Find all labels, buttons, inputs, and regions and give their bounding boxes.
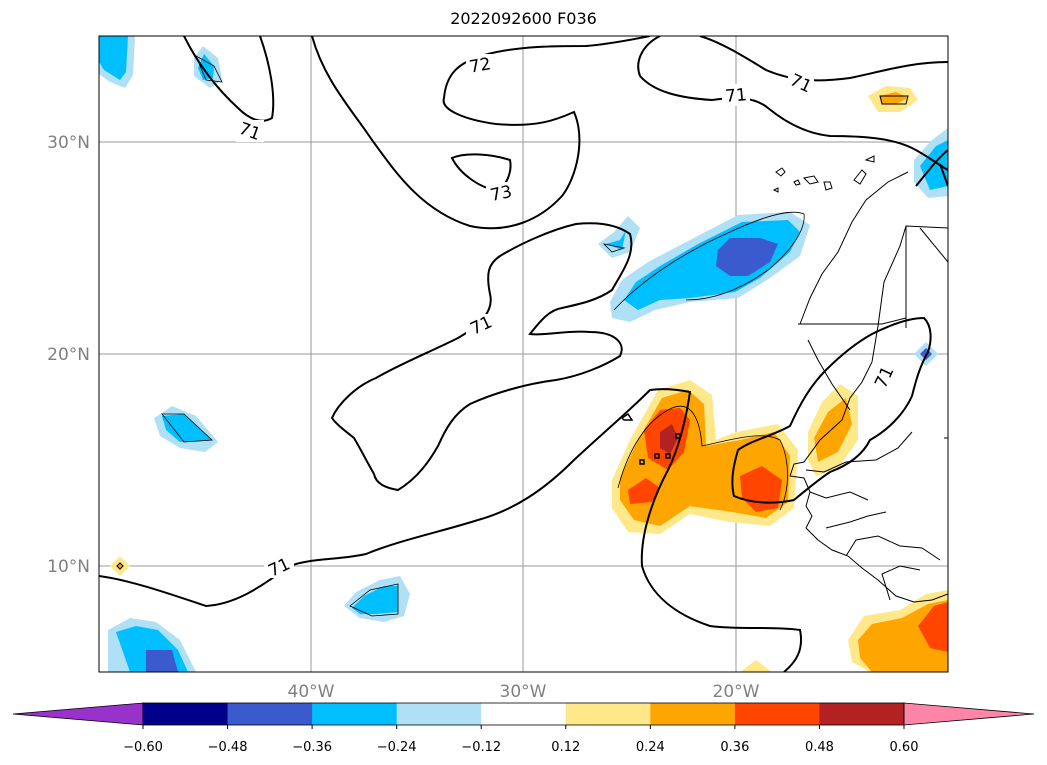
lat-label-20n: 20°N bbox=[47, 345, 90, 365]
colorbar-swatch bbox=[481, 703, 567, 725]
map-plot-area: 72 71 73 71 71 71 71 71 bbox=[99, 36, 948, 672]
colorbar-extend-low bbox=[12, 702, 144, 726]
colorbar-tick-label: −0.48 bbox=[208, 740, 248, 755]
contour-label-73: 73 bbox=[489, 182, 514, 206]
colorbar-swatch bbox=[734, 703, 820, 725]
colorbar-swatch bbox=[143, 703, 229, 725]
negative-anomaly-areas bbox=[99, 36, 948, 672]
longitude-labels: 40°W 30°W 20°W bbox=[288, 682, 760, 702]
colorbar-tick-label: 0.48 bbox=[805, 740, 834, 755]
contour-label-71: 71 bbox=[724, 85, 747, 107]
colorbar-swatch bbox=[565, 703, 651, 725]
anomaly-pos-red bbox=[628, 478, 660, 504]
colorbar-swatch bbox=[227, 703, 313, 725]
colorbar-tick-label: −0.60 bbox=[123, 740, 163, 755]
colorbar-swatch bbox=[396, 703, 482, 725]
anomaly-pos-orange bbox=[880, 92, 908, 104]
map-title: 2022092600 F036 bbox=[450, 9, 597, 28]
anomaly-neg-mid bbox=[99, 36, 128, 80]
contour-label-backgrounds bbox=[236, 54, 896, 578]
contour-labels: 72 71 73 71 71 71 71 71 bbox=[236, 54, 898, 581]
anomaly-neg-dark bbox=[716, 238, 778, 276]
lat-label-10n: 10°N bbox=[47, 557, 90, 577]
anomaly-pos-dark bbox=[660, 424, 678, 454]
coastlines-and-borders bbox=[772, 155, 948, 603]
colorbar-tick-label: 0.36 bbox=[720, 740, 749, 755]
lon-label-30w: 30°W bbox=[500, 682, 547, 702]
anomaly-neg-light bbox=[598, 216, 640, 258]
contour-label-72: 72 bbox=[468, 54, 493, 77]
anomaly-neg-dark bbox=[146, 650, 178, 672]
anomaly-pos-orange bbox=[814, 398, 852, 462]
lat-label-30n: 30°N bbox=[47, 133, 90, 153]
anomaly-pos-light bbox=[740, 660, 772, 672]
colorbar-tick-label: −0.24 bbox=[377, 740, 417, 755]
anomaly-neg-mid bbox=[198, 54, 214, 80]
latitude-labels: 30°N 20°N 10°N bbox=[47, 133, 90, 577]
colorbar-tick-label: 0.24 bbox=[636, 740, 665, 755]
colorbar-swatch bbox=[650, 703, 736, 725]
anomaly-pos-orange bbox=[116, 562, 124, 570]
map-frame bbox=[98, 35, 949, 673]
anomaly-neg-mid bbox=[352, 586, 398, 614]
lon-label-20w: 20°W bbox=[713, 682, 760, 702]
positive-anomaly-areas bbox=[110, 86, 948, 672]
colorbar-outline bbox=[142, 702, 905, 726]
colorbar-swatch bbox=[819, 703, 905, 725]
colorbar-tick-label: 0.60 bbox=[890, 740, 919, 755]
colorbar: −0.60 −0.48 −0.36 −0.24 −0.12 0.12 0.24 0.36 0.4… bbox=[12, 702, 1035, 755]
colorbar-tick-label: 0.12 bbox=[551, 740, 580, 755]
colorbar-tick-label: −0.36 bbox=[292, 740, 332, 755]
anomaly-pos-red bbox=[918, 602, 948, 652]
colorbar-extend-high bbox=[903, 702, 1035, 726]
anomaly-neg-mid bbox=[162, 414, 212, 442]
anomaly-outlines bbox=[161, 55, 805, 617]
colorbar-tick-label: −0.12 bbox=[461, 740, 501, 755]
gridlines bbox=[99, 36, 948, 672]
colorbar-swatch bbox=[312, 703, 398, 725]
lon-label-40w: 40°W bbox=[288, 682, 335, 702]
